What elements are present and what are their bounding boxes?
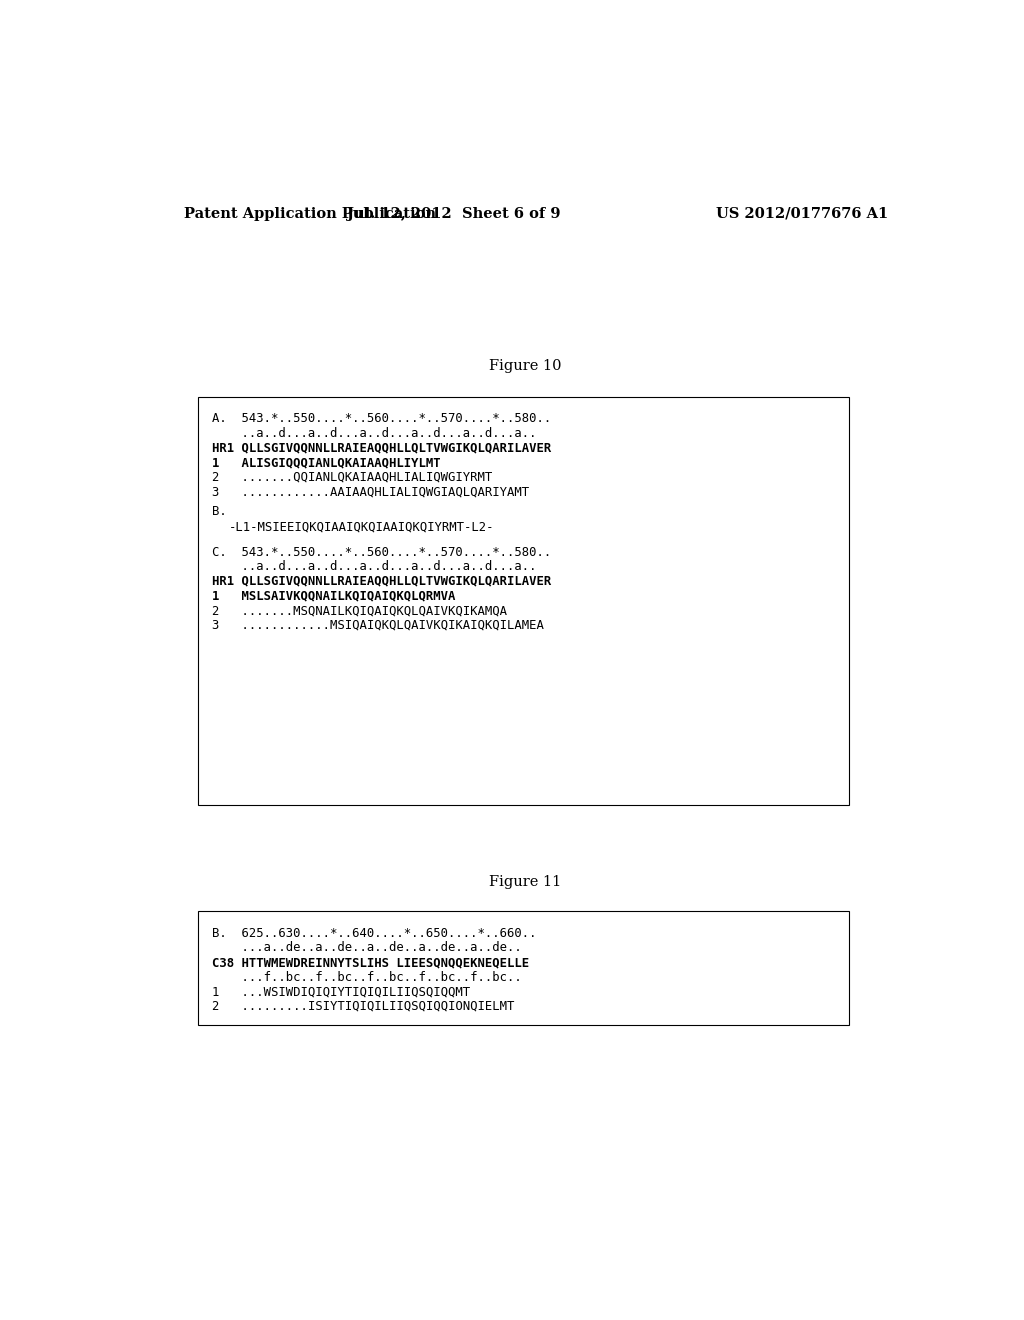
Text: HR1 QLLSGIVQQNNLLRAIEAQQHLLQLTVWGIKQLQARILAVER: HR1 QLLSGIVQQNNLLRAIEAQQHLLQLTVWGIKQLQAR… — [212, 576, 551, 587]
Text: Patent Application Publication: Patent Application Publication — [183, 207, 436, 220]
Text: 1   ALISGIQQQIANLQKAIAAQHLIYLMT: 1 ALISGIQQQIANLQKAIAAQHLIYLMT — [212, 457, 440, 470]
FancyBboxPatch shape — [198, 397, 849, 805]
Text: US 2012/0177676 A1: US 2012/0177676 A1 — [716, 207, 889, 220]
Text: 3   ............AAIAAQHLIALIQWGIAQLQARIYAMT: 3 ............AAIAAQHLIALIQWGIAQLQARIYAM… — [212, 486, 528, 499]
Text: B.: B. — [212, 504, 226, 517]
Text: HR1 QLLSGIVQQNNLLRAIEAQQHLLQLTVWGIKQLQARILAVER: HR1 QLLSGIVQQNNLLRAIEAQQHLLQLTVWGIKQLQAR… — [212, 442, 551, 455]
Text: ...a..de..a..de..a..de..a..de..a..de..: ...a..de..a..de..a..de..a..de..a..de.. — [212, 941, 521, 954]
Text: 2   .......QQIANLQKAIAAQHLIALIQWGIYRMT: 2 .......QQIANLQKAIAAQHLIALIQWGIYRMT — [212, 471, 492, 484]
Text: ..a..d...a..d...a..d...a..d...a..d...a..: ..a..d...a..d...a..d...a..d...a..d...a.. — [212, 428, 537, 440]
FancyBboxPatch shape — [198, 911, 849, 1026]
Text: C38 HTTWMEWDREINNYTSLIHS LIEESQNQQEKNEQELLE: C38 HTTWMEWDREINNYTSLIHS LIEESQNQQEKNEQE… — [212, 956, 528, 969]
Text: C.  543.*..550....*..560....*..570....*..580..: C. 543.*..550....*..560....*..570....*..… — [212, 545, 551, 558]
Text: 2   .........ISIYTIQIQILIIQSQIQQIONQIELMT: 2 .........ISIYTIQIQILIIQSQIQQIONQIELMT — [212, 1001, 514, 1012]
Text: Figure 11: Figure 11 — [488, 875, 561, 890]
Text: Figure 10: Figure 10 — [488, 359, 561, 374]
Text: 1   MSLSAIVKQQNAILKQIQAIQKQLQRMVA: 1 MSLSAIVKQQNAILKQIQAIQKQLQRMVA — [212, 590, 455, 602]
Text: A.  543.*..550....*..560....*..570....*..580..: A. 543.*..550....*..560....*..570....*..… — [212, 412, 551, 425]
Text: -L1-MSIEEIQKQIAAIQKQIAAIQKQIYRMT-L2-: -L1-MSIEEIQKQIAAIQKQIAAIQKQIYRMT-L2- — [228, 521, 495, 533]
Text: B.  625..630....*..640....*..650....*..660..: B. 625..630....*..640....*..650....*..66… — [212, 927, 537, 940]
Text: 2   .......MSQNAILKQIQAIQKQLQAIVKQIKAMQA: 2 .......MSQNAILKQIQAIQKQLQAIVKQIKAMQA — [212, 605, 507, 618]
Text: 3   ............MSIQAIQKQLQAIVKQIKAIQKQILAMEA: 3 ............MSIQAIQKQLQAIVKQIKAIQKQILA… — [212, 619, 544, 632]
Text: ...f..bc..f..bc..f..bc..f..bc..f..bc..: ...f..bc..f..bc..f..bc..f..bc..f..bc.. — [212, 970, 521, 983]
Text: ..a..d...a..d...a..d...a..d...a..d...a..: ..a..d...a..d...a..d...a..d...a..d...a.. — [212, 560, 537, 573]
Text: Jul. 12, 2012  Sheet 6 of 9: Jul. 12, 2012 Sheet 6 of 9 — [347, 207, 560, 220]
Text: 1   ...WSIWDIQIQIYTIQIQILIIQSQIQQMT: 1 ...WSIWDIQIQIYTIQIQILIIQSQIQQMT — [212, 985, 470, 998]
